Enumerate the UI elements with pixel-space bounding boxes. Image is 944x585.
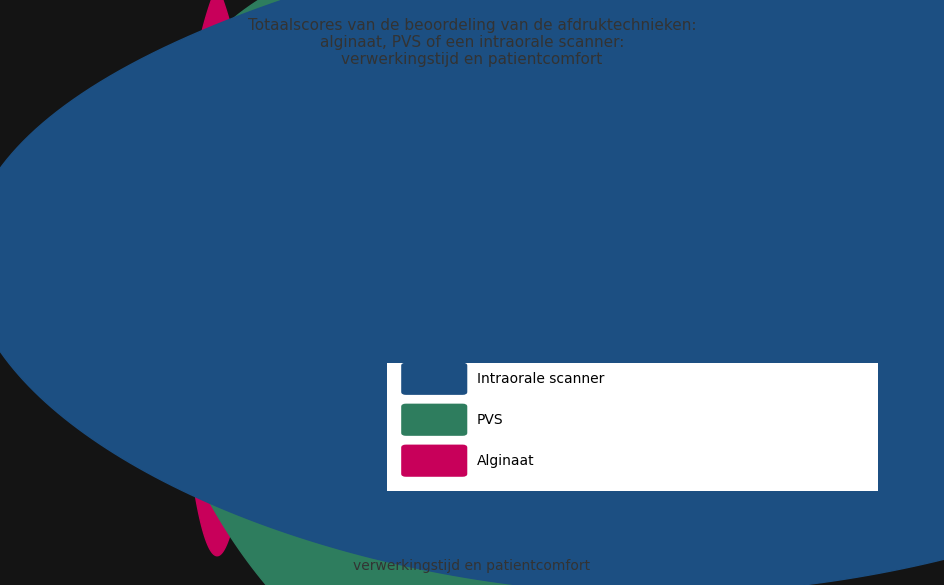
FancyBboxPatch shape xyxy=(401,404,467,436)
Text: verwerkingstijd en patientcomfort: verwerkingstijd en patientcomfort xyxy=(353,559,591,573)
Text: Alginaat: Alginaat xyxy=(477,454,534,467)
Text: PVS: PVS xyxy=(477,413,503,426)
Text: Totaalscores van de beoordeling van de afdruktechnieken:
alginaat, PVS of een in: Totaalscores van de beoordeling van de a… xyxy=(247,18,697,67)
Text: Intraorale scanner: Intraorale scanner xyxy=(477,372,604,386)
FancyBboxPatch shape xyxy=(401,363,467,395)
FancyBboxPatch shape xyxy=(401,445,467,477)
FancyBboxPatch shape xyxy=(387,363,878,491)
Polygon shape xyxy=(179,0,255,556)
Polygon shape xyxy=(138,0,768,585)
